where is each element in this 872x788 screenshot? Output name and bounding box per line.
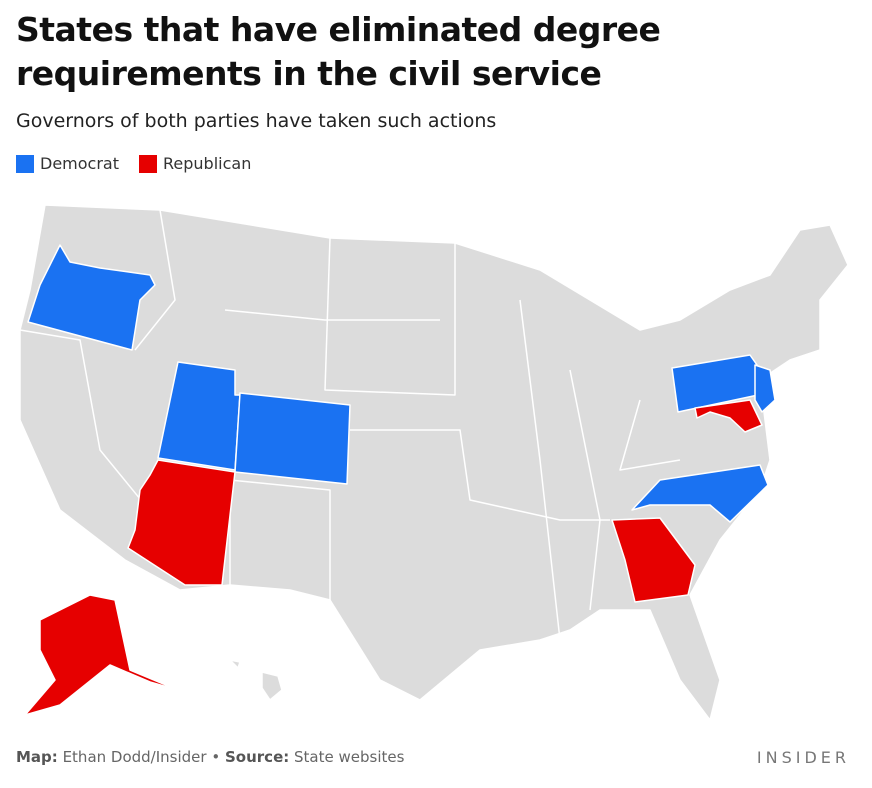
state-borders: [224, 309, 440, 321]
hawaii: [261, 671, 283, 701]
state-democrat: [754, 364, 776, 413]
separator: •: [211, 748, 221, 766]
hawaii: [229, 659, 241, 669]
state-republican: [24, 594, 179, 716]
legend-item: Republican: [139, 154, 251, 173]
footer: Map: Ethan Dodd/Insider • Source: State …: [16, 748, 404, 766]
map-credit: Ethan Dodd/Insider: [62, 748, 207, 766]
state-borders: [569, 369, 601, 611]
state-republican: [127, 459, 236, 586]
state-democrat: [234, 392, 351, 485]
state-borders: [519, 299, 561, 641]
state-borders: [350, 429, 610, 521]
state-borders: [324, 237, 456, 396]
state-borders: [619, 399, 681, 471]
source-label: Source:: [225, 748, 290, 766]
state-democrat: [631, 464, 769, 523]
state-borders: [229, 479, 331, 600]
state-republican: [611, 517, 696, 603]
swatch: [139, 154, 157, 173]
legend-item: Democrat: [16, 154, 119, 173]
swatch: [16, 154, 34, 173]
state-republican: [694, 399, 763, 433]
subtitle: Governors of both parties have taken suc…: [16, 110, 497, 132]
state-borders: [134, 209, 176, 351]
map-label: Map:: [16, 748, 58, 766]
state-democrat: [27, 244, 156, 351]
map: [19, 204, 849, 721]
legend: Democrat Republican: [16, 154, 251, 173]
legend-label: Republican: [163, 154, 252, 173]
legend-label: Democrat: [40, 154, 119, 173]
title: States that have eliminated degree requi…: [16, 10, 661, 93]
brand: INSIDER: [756, 748, 850, 767]
source: State websites: [294, 748, 405, 766]
